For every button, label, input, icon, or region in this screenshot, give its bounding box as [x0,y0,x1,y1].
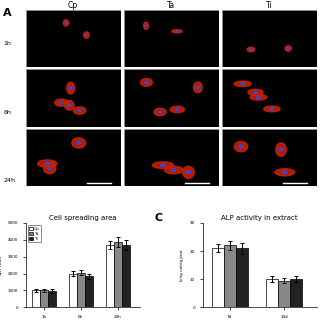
Ellipse shape [183,166,194,178]
Ellipse shape [264,106,280,112]
Ellipse shape [283,171,287,174]
Ellipse shape [171,169,176,172]
Ellipse shape [76,141,81,144]
Legend: Cp, Ta, Ti: Cp, Ta, Ti [28,225,41,242]
Ellipse shape [154,108,166,116]
Ellipse shape [186,171,191,174]
Ellipse shape [253,91,257,93]
Bar [266,279,278,307]
Ellipse shape [247,47,255,52]
Text: C: C [155,213,163,223]
Bar [278,281,290,307]
Ellipse shape [250,49,252,50]
Ellipse shape [248,89,263,95]
Bar [114,242,122,307]
Ellipse shape [257,96,260,99]
Ellipse shape [67,82,75,94]
Text: 6h: 6h [3,109,11,115]
Ellipse shape [55,99,68,106]
Ellipse shape [285,46,292,51]
Title: Cp: Cp [68,1,78,10]
Ellipse shape [239,145,243,148]
Ellipse shape [69,87,73,89]
Ellipse shape [276,143,286,156]
Bar [290,279,302,307]
Ellipse shape [270,108,274,110]
Bar [224,245,236,307]
Bar [236,248,248,307]
Ellipse shape [47,167,52,170]
Ellipse shape [44,163,56,174]
Title: ALP activity in extract: ALP activity in extract [221,215,298,221]
Ellipse shape [78,109,81,112]
Ellipse shape [152,162,173,168]
Ellipse shape [170,106,184,113]
Ellipse shape [85,34,88,36]
Bar [40,290,48,307]
Ellipse shape [145,25,147,27]
Ellipse shape [275,169,294,176]
Ellipse shape [172,30,182,33]
Text: 24h: 24h [3,178,15,183]
Ellipse shape [196,86,200,88]
Ellipse shape [145,81,148,84]
Ellipse shape [241,83,244,85]
Ellipse shape [140,78,152,86]
Bar [122,245,130,307]
Text: A: A [3,8,12,18]
Bar [69,274,77,307]
Ellipse shape [63,20,69,26]
Ellipse shape [65,22,67,24]
Title: Cell spreading area: Cell spreading area [49,215,116,221]
Ellipse shape [194,82,202,93]
Bar [106,245,114,307]
Bar [212,248,224,307]
Ellipse shape [158,111,162,113]
Ellipse shape [164,166,183,174]
Ellipse shape [161,164,165,166]
Ellipse shape [175,108,179,111]
Ellipse shape [68,104,71,106]
Ellipse shape [45,162,50,165]
Bar [85,276,93,307]
Ellipse shape [84,32,89,38]
Bar [77,273,85,307]
Ellipse shape [250,94,267,100]
Ellipse shape [287,48,289,49]
Y-axis label: king unit/g prot: king unit/g prot [180,249,184,281]
Text: 1h: 1h [3,41,11,46]
Ellipse shape [65,100,74,110]
Title: Ta: Ta [167,1,175,10]
Ellipse shape [72,138,86,148]
Ellipse shape [73,107,86,114]
Bar [32,290,40,307]
Ellipse shape [176,31,178,32]
Ellipse shape [279,148,283,151]
Ellipse shape [234,141,248,152]
Ellipse shape [144,22,148,29]
Ellipse shape [37,160,57,167]
Title: Ti: Ti [266,1,273,10]
Y-axis label: um²/cell: um²/cell [0,255,2,275]
Ellipse shape [234,81,251,86]
Bar [48,291,56,307]
Ellipse shape [60,101,63,104]
